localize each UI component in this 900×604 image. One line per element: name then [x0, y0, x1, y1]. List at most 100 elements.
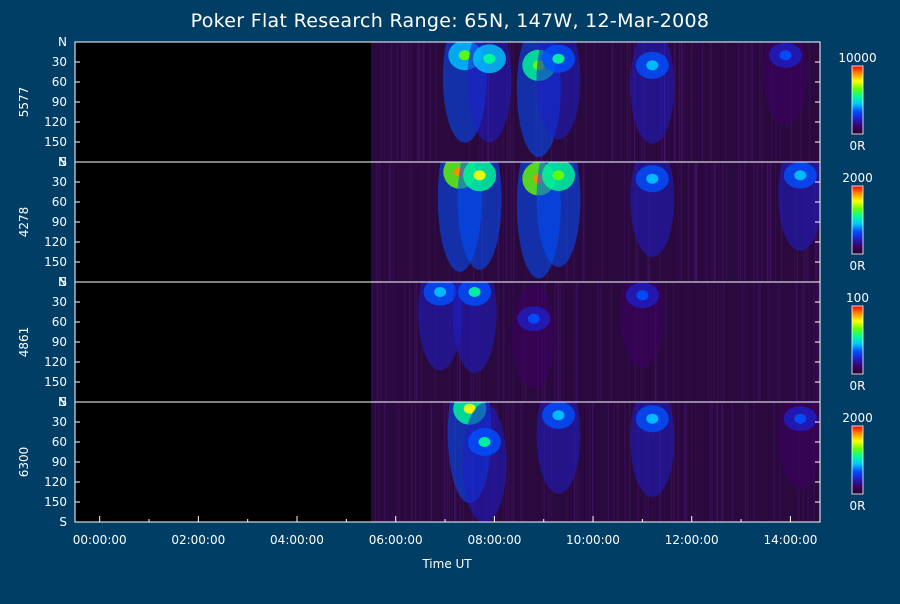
- y-tick-label: 60: [52, 75, 67, 89]
- background-streak: [410, 42, 411, 162]
- background-streak: [379, 162, 380, 282]
- background-streak: [742, 282, 743, 402]
- background-streak: [747, 402, 748, 522]
- background-streak: [513, 162, 514, 282]
- colorbar-min-label: 0R: [850, 139, 866, 153]
- emission-event-halo: [630, 28, 674, 144]
- emission-event-peak: [479, 437, 491, 447]
- background-streak: [685, 282, 686, 402]
- background-streak: [776, 282, 777, 402]
- background-streak: [404, 42, 405, 162]
- background-streak: [746, 282, 747, 402]
- x-tick-label: 02:00:00: [171, 533, 225, 547]
- no-data-region: [75, 42, 371, 162]
- keogram-figure: Poker Flat Research Range: 65N, 147W, 12…: [0, 0, 900, 600]
- colorbar-min-label: 0R: [850, 499, 866, 513]
- background-streak: [617, 42, 618, 162]
- y-tick-label: 120: [44, 475, 67, 489]
- background-streak: [420, 402, 421, 522]
- background-streak: [602, 162, 603, 282]
- background-streak: [678, 402, 679, 522]
- background-streak: [415, 402, 416, 522]
- background-streak: [558, 282, 559, 402]
- panel-wavelength-label: 5577: [17, 87, 31, 118]
- background-streak: [695, 162, 696, 282]
- emission-event-peak: [483, 54, 495, 64]
- background-streak: [743, 282, 744, 402]
- background-streak: [409, 42, 410, 162]
- background-streak: [686, 402, 687, 522]
- colorbar-max-label: 2000: [842, 411, 873, 425]
- emission-event-peak: [794, 414, 806, 424]
- background-streak: [404, 282, 405, 402]
- emission-event-peak: [646, 414, 658, 424]
- x-tick-label: 12:00:00: [665, 533, 719, 547]
- background-streak: [503, 282, 504, 402]
- emission-event-peak: [553, 170, 565, 180]
- background-streak: [447, 402, 448, 522]
- background-streak: [586, 402, 587, 522]
- chart-title: Poker Flat Research Range: 65N, 147W, 12…: [191, 10, 710, 32]
- background-streak: [563, 282, 564, 402]
- background-streak: [376, 162, 377, 282]
- background-streak: [394, 282, 395, 402]
- background-streak: [419, 42, 420, 162]
- background-streak: [809, 282, 810, 402]
- background-streak: [705, 162, 706, 282]
- background-streak: [732, 402, 733, 522]
- background-streak: [762, 162, 763, 282]
- background-streak: [702, 42, 703, 162]
- background-streak: [594, 42, 595, 162]
- background-streak: [757, 162, 758, 282]
- emission-event-peak: [646, 174, 658, 184]
- background-streak: [801, 282, 802, 402]
- background-streak: [621, 42, 622, 162]
- background-streak: [411, 402, 412, 522]
- background-streak: [711, 162, 712, 282]
- background-streak: [754, 402, 755, 522]
- emission-event-halo: [467, 18, 511, 142]
- panel-wavelength-label: 6300: [17, 447, 31, 478]
- background-streak: [746, 42, 747, 162]
- background-streak: [389, 162, 390, 282]
- background-streak: [391, 42, 392, 162]
- background-streak: [750, 42, 751, 162]
- background-streak: [378, 402, 379, 522]
- background-streak: [511, 162, 512, 282]
- background-streak: [691, 402, 692, 522]
- background-streak: [726, 162, 727, 282]
- x-tick-label: 00:00:00: [73, 533, 127, 547]
- emission-event-peak: [553, 54, 565, 64]
- quiet-sky-region: [371, 402, 820, 522]
- y-tick-label: 30: [52, 175, 67, 189]
- background-streak: [435, 162, 436, 282]
- background-streak: [430, 42, 431, 162]
- background-streak: [675, 42, 676, 162]
- colorbar-min-label: 0R: [850, 259, 866, 273]
- background-streak: [725, 42, 726, 162]
- panel-wavelength-label: 4861: [17, 327, 31, 358]
- background-streak: [509, 162, 510, 282]
- background-streak: [602, 42, 603, 162]
- y-tick-label: 120: [44, 115, 67, 129]
- y-tick-label: 150: [44, 375, 67, 389]
- background-streak: [711, 282, 712, 402]
- background-streak: [560, 282, 561, 402]
- background-streak: [627, 42, 628, 162]
- background-streak: [681, 42, 682, 162]
- background-streak: [396, 402, 397, 522]
- y-tick-label: 90: [52, 95, 67, 109]
- y-tick-label: N: [58, 35, 67, 49]
- background-streak: [665, 282, 666, 402]
- background-streak: [611, 42, 612, 162]
- emission-event-peak: [636, 290, 648, 300]
- background-streak: [684, 402, 685, 522]
- background-streak: [711, 42, 712, 162]
- background-streak: [688, 162, 689, 282]
- colorbar: [852, 66, 863, 134]
- background-streak: [718, 162, 719, 282]
- x-tick-label: 08:00:00: [467, 533, 521, 547]
- background-streak: [758, 162, 759, 282]
- background-streak: [375, 402, 376, 522]
- x-tick-label: 10:00:00: [566, 533, 620, 547]
